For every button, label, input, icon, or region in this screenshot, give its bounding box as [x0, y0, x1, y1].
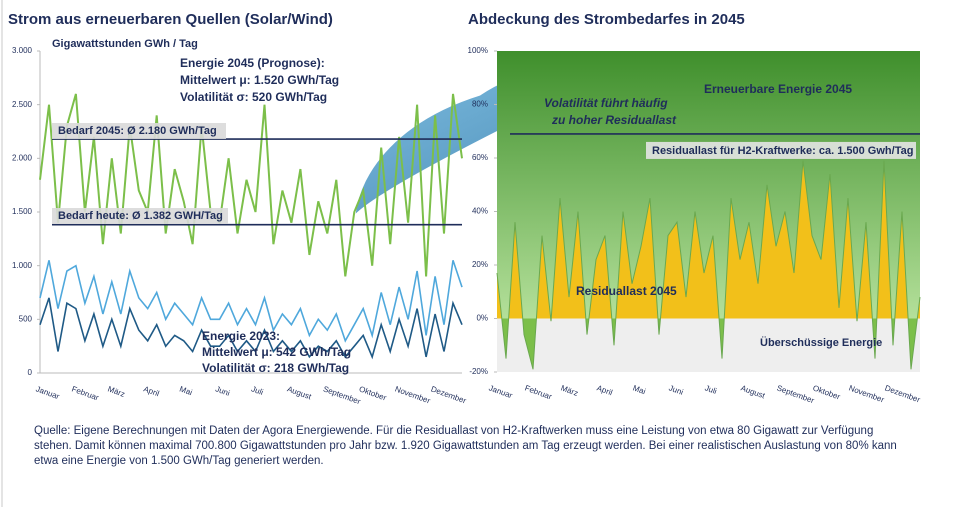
y-tick-label: 3.000 [12, 46, 33, 55]
x-tick-label: Oktober [812, 383, 842, 401]
annotation: zu hoher Residuallast [551, 113, 677, 127]
annotation: Energie 2023: [202, 329, 280, 343]
x-tick-label: April [142, 384, 160, 398]
annotation: Mittelwert μ: 542 GWh/Tag [202, 345, 351, 359]
x-tick-label: April [596, 383, 614, 397]
annotation: Energie 2045 (Prognose): [180, 56, 325, 70]
x-tick-label: Mai [632, 383, 647, 396]
y-tick-label: 40% [472, 207, 488, 216]
annotation: Mittelwert μ: 1.520 GWh/Tag [180, 73, 339, 87]
y-tick-label: 2.500 [12, 100, 33, 109]
reference-label: Residuallast für H2-Kraftwerke: ca. 1.50… [652, 145, 913, 157]
x-tick-label: März [560, 383, 580, 398]
y-axis-label: Gigawattstunden GWh / Tag [52, 38, 198, 50]
x-tick-label: Februar [524, 383, 554, 401]
data-line [39, 297, 463, 360]
x-tick-label: September [322, 384, 362, 406]
residual-line [496, 160, 921, 370]
x-tick-label: Dezember [430, 384, 468, 405]
x-tick-label: August [286, 384, 313, 401]
x-tick-label: September [776, 383, 816, 405]
x-tick-label: August [740, 383, 767, 400]
label-box [52, 208, 228, 224]
y-tick-label: 0 [28, 368, 33, 377]
background-surplus [497, 318, 920, 372]
x-tick-label: Oktober [358, 384, 388, 402]
annotation: Volatilität σ: 520 GWh/Tag [180, 90, 327, 104]
y-tick-label: 1.000 [12, 261, 33, 270]
x-tick-label: März [106, 384, 126, 399]
chart-title: Strom aus erneuerbaren Quellen (Solar/Wi… [8, 11, 333, 28]
reference-label: Bedarf heute: Ø 1.382 GWH/Tag [58, 210, 223, 222]
x-tick-label: Juli [250, 384, 265, 397]
label-box [52, 123, 226, 139]
label-box [646, 141, 916, 159]
y-tick-label: 500 [19, 314, 33, 323]
annotation: Überschüssige Energie [760, 336, 882, 349]
y-tick-label: -20% [469, 367, 488, 376]
reference-label: Bedarf 2045: Ø 2.180 GWh/Tag [58, 125, 217, 137]
annotation: Erneuerbare Energie 2045 [704, 82, 852, 96]
x-tick-label: Mai [178, 384, 193, 397]
data-line [39, 93, 463, 277]
x-tick-label: Juli [704, 383, 719, 396]
data-line [39, 260, 463, 343]
y-tick-label: 1.500 [12, 207, 33, 216]
caption: Quelle: Eigene Berechnungen mit Daten de… [34, 425, 897, 467]
chart-title: Abdeckung des Strombedarfes in 2045 [468, 11, 745, 28]
x-tick-label: Januar [35, 384, 61, 401]
residual-area [497, 160, 920, 319]
y-tick-label: 20% [472, 260, 488, 269]
y-tick-label: 100% [468, 46, 488, 55]
y-tick-label: 2.000 [12, 153, 33, 162]
annotation: Volatilität σ: 218 GWh/Tag [202, 361, 349, 375]
x-tick-label: November [394, 384, 432, 405]
annotation: Volatilität führt häufig [544, 96, 668, 110]
y-tick-label: 80% [472, 100, 488, 109]
x-tick-label: Juni [668, 383, 685, 397]
y-tick-label: 0% [476, 314, 488, 323]
x-tick-label: Februar [71, 384, 101, 402]
y-tick-label: 60% [472, 153, 488, 162]
x-tick-label: Dezember [884, 383, 922, 404]
x-tick-label: Januar [488, 383, 514, 400]
annotation: Residuallast 2045 [576, 284, 677, 298]
x-tick-label: November [848, 383, 886, 404]
x-tick-label: Juni [214, 384, 231, 398]
